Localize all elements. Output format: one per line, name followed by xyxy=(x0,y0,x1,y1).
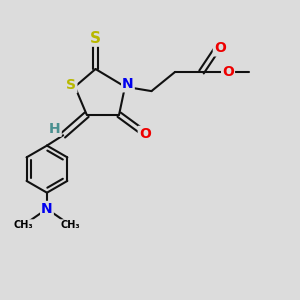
Text: H: H xyxy=(49,122,61,136)
Text: N: N xyxy=(122,77,134,91)
Text: N: N xyxy=(41,202,53,216)
Text: S: S xyxy=(66,78,76,92)
Text: CH₃: CH₃ xyxy=(14,220,33,230)
Text: CH₃: CH₃ xyxy=(61,220,80,230)
Text: S: S xyxy=(90,31,101,46)
Text: O: O xyxy=(139,127,151,141)
Text: O: O xyxy=(214,41,226,56)
Text: O: O xyxy=(222,65,234,79)
